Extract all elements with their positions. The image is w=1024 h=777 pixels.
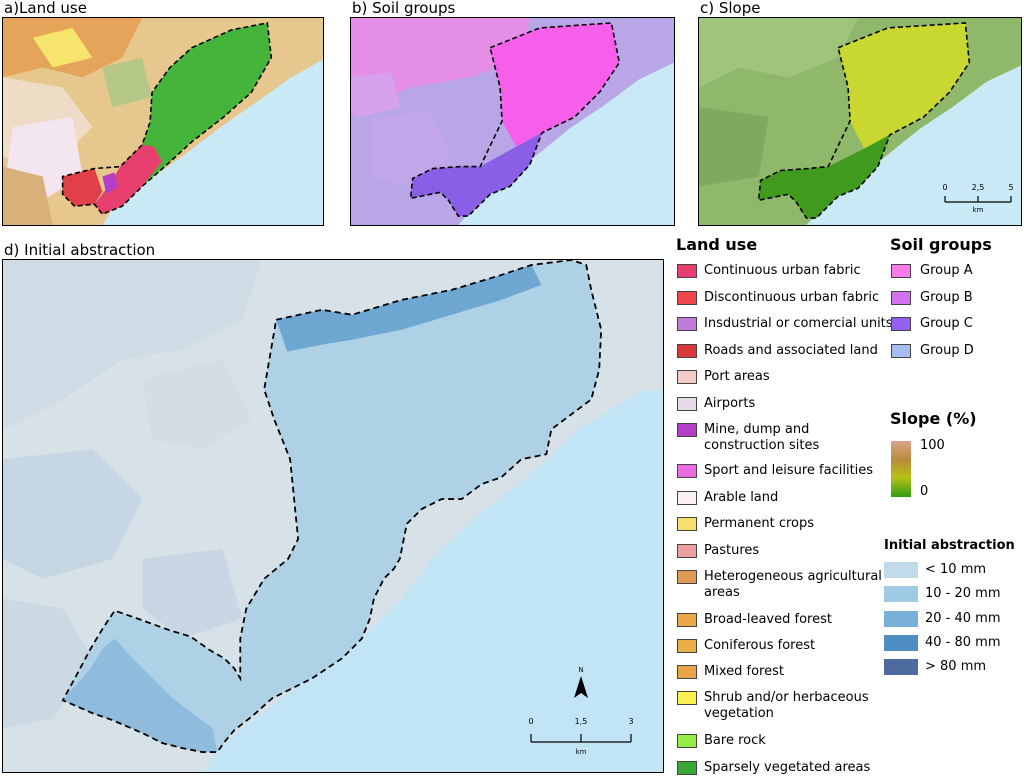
land-use-item-swatch <box>677 613 697 627</box>
slope-map: 0 2,5 5 km <box>698 17 1022 226</box>
land-use-item-swatch <box>677 734 697 748</box>
slope-min-label: 0 <box>920 484 929 499</box>
soil-legend-title: Soil groups <box>890 235 992 254</box>
land-use-legend-title: Land use <box>676 235 758 254</box>
land-use-item-label: Continuous urban fabric <box>704 263 861 278</box>
soil-group-item-label: Group B <box>920 289 973 305</box>
land-use-item-swatch <box>677 344 697 358</box>
land-use-item-label: Heterogeneous agricultural areas <box>704 569 882 600</box>
land-use-item-label: Broad-leaved forest <box>704 612 832 627</box>
slope-max-label: 100 <box>920 438 945 453</box>
scale-bar-d: N 0 1,5 3 km <box>528 666 633 756</box>
land-use-item-swatch <box>677 423 697 437</box>
land-use-item-label: Sport and leisure facilities <box>704 463 874 478</box>
panel-b-title: b) Soil groups <box>352 0 456 17</box>
slope-color-ramp <box>891 441 911 497</box>
land-use-item-swatch <box>677 291 697 305</box>
scale-bar-c: 0 2,5 5 km <box>942 183 1013 214</box>
initial-abstraction-map: N 0 1,5 3 km <box>2 259 664 773</box>
scale-c-tick-0: 0 <box>942 183 947 192</box>
land-use-item-swatch <box>677 264 697 278</box>
slope-map-graphic <box>699 18 1021 225</box>
ia-item-label: > 80 mm <box>925 659 987 675</box>
land-use-item-label: Port areas <box>704 369 770 384</box>
land-use-item-swatch <box>677 691 697 705</box>
land-use-item-label: Sparsely vegetated areas <box>704 760 871 775</box>
land-use-item-label: Arable land <box>704 490 779 505</box>
ia-item-swatch <box>884 562 918 578</box>
land-use-item-swatch <box>677 570 697 584</box>
land-use-item-swatch <box>677 639 697 653</box>
panel-a-title: a)Land use <box>4 0 87 17</box>
panel-c-title: c) Slope <box>700 0 761 17</box>
land-use-item-label: Bare rock <box>704 733 766 748</box>
soil-group-item-swatch <box>891 317 911 331</box>
soil-group-item-swatch <box>891 264 911 278</box>
ia-item-label: 20 - 40 mm <box>925 610 1001 626</box>
slope-legend-title: Slope (%) <box>890 409 977 428</box>
land-use-item-swatch <box>677 491 697 505</box>
land-use-item-label: Insdustrial or comercial units <box>704 316 893 331</box>
ia-item-swatch <box>884 610 918 627</box>
scale-d-tick-0: 0 <box>528 717 533 726</box>
land-use-item-swatch <box>677 397 697 411</box>
north-arrow-icon <box>574 676 588 698</box>
land-use-item-label: Airports <box>704 396 756 411</box>
ia-item-label: 10 - 20 mm <box>925 586 1001 602</box>
ia-legend-title: Initial abstraction <box>884 538 1015 553</box>
scale-c-unit: km <box>973 206 984 214</box>
ia-item-label: < 10 mm <box>925 562 987 577</box>
land-use-item-label: Mine, dump and construction sites <box>704 422 820 453</box>
soil-groups-map <box>350 17 675 226</box>
land-use-item-swatch <box>677 370 697 384</box>
land-use-map <box>2 17 324 226</box>
scale-c-tick-1: 2,5 <box>972 183 985 192</box>
land-use-item-swatch <box>677 517 697 531</box>
land-use-item-label: Pastures <box>704 543 760 558</box>
scale-c-tick-2: 5 <box>1008 183 1013 192</box>
soil-group-item-swatch <box>891 290 911 305</box>
soil-group-item-label: Group C <box>920 316 973 331</box>
soil-groups-map-graphic <box>351 18 674 225</box>
panel-d-title: d) Initial abstraction <box>4 241 156 259</box>
land-use-item-label: Roads and associated land <box>704 343 878 358</box>
land-use-item-label: Permanent crops <box>704 516 815 531</box>
land-use-item-swatch <box>677 317 697 331</box>
scale-d-tick-2: 3 <box>628 717 633 726</box>
land-use-item-swatch <box>677 464 697 478</box>
ia-item-label: 40 - 80 mm <box>925 634 1001 650</box>
north-label: N <box>578 666 583 674</box>
ia-item-swatch <box>884 634 918 651</box>
land-use-item-swatch <box>677 544 697 558</box>
land-use-item-label: Shrub and/or herbaceous vegetation <box>704 690 869 721</box>
initial-abstraction-map-graphic <box>3 260 663 772</box>
scale-d-unit: km <box>576 748 587 756</box>
land-use-item-label: Discontinuous urban fabric <box>704 290 880 305</box>
land-use-map-graphic <box>3 18 323 225</box>
land-use-item-label: Coniferous forest <box>704 638 816 653</box>
soil-group-item-label: Group D <box>920 342 974 358</box>
land-use-item-swatch <box>677 665 697 679</box>
soil-group-item-swatch <box>891 343 911 358</box>
soil-group-item-label: Group A <box>920 263 973 278</box>
ia-item-swatch <box>884 586 918 603</box>
land-use-item-label: Mixed forest <box>704 664 784 679</box>
ia-item-swatch <box>884 659 918 676</box>
land-use-item-swatch <box>677 761 697 775</box>
scale-d-tick-1: 1,5 <box>575 717 588 726</box>
